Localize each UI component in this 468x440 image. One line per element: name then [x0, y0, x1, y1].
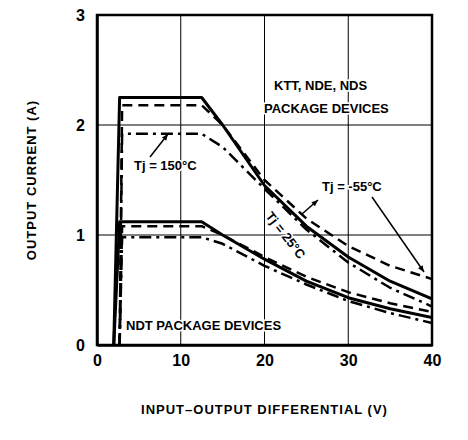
- series-group: [114, 98, 432, 346]
- annotation: KTT, NDE, NDS: [274, 78, 368, 93]
- tick: 0: [93, 345, 102, 369]
- axis-line: [98, 344, 433, 347]
- tick: 20: [256, 345, 274, 369]
- series-line: [120, 134, 432, 345]
- arrow-head: [418, 265, 424, 272]
- annotation: Tj = -55°C: [322, 179, 382, 194]
- series-line: [114, 98, 432, 346]
- tick: 0: [76, 337, 97, 354]
- tick-label: 10: [172, 352, 190, 369]
- tick: 2: [76, 117, 97, 134]
- pointer: [372, 197, 424, 272]
- tick-label: 2: [76, 117, 85, 134]
- series-line: [114, 222, 432, 345]
- annotation: PACKAGE DEVICES: [264, 101, 389, 116]
- annotation: Tj = 25°C: [263, 209, 309, 262]
- grid-line-y: [97, 125, 432, 126]
- x-axis-title: INPUT–OUTPUT DIFFERENTIAL (V): [141, 402, 388, 417]
- annotation: Tj = 150°C: [134, 158, 197, 173]
- grid: [97, 15, 432, 345]
- tick-label: 0: [93, 352, 102, 369]
- grid-line-x: [97, 15, 98, 345]
- tick-label: 20: [256, 352, 274, 369]
- tick: 30: [340, 345, 358, 369]
- annotation: NDT PACKAGE DEVICES: [126, 318, 281, 333]
- arrow-head: [311, 200, 318, 206]
- arrow-head: [162, 134, 168, 141]
- grid-line-y: [97, 235, 432, 236]
- plot-frame: [97, 15, 432, 345]
- annotations: KTT, NDE, NDS PACKAGE DEVICES Tj = 150°C Tj…: [126, 78, 389, 333]
- series-line: [120, 237, 432, 345]
- grid-line-x: [180, 15, 181, 345]
- tick-label: 3: [76, 7, 85, 24]
- pointer: [302, 200, 318, 214]
- series-line: [120, 105, 432, 345]
- y-axis: 0 1 2 3: [76, 7, 97, 354]
- axis-line: [96, 16, 99, 346]
- chart: 0 10 20 30 40 0 1 2 3 INPUT–OUTPUT DIFFERENTIAL (…: [0, 0, 468, 440]
- tick-label: 30: [340, 352, 358, 369]
- annotation-arrows: [150, 134, 424, 272]
- tick-label: 40: [424, 352, 442, 369]
- series-line: [120, 226, 432, 345]
- tick: 10: [172, 345, 190, 369]
- pointer: [150, 134, 168, 157]
- tick-label: 1: [76, 227, 85, 244]
- grid-line-y: [97, 345, 432, 346]
- tick: 3: [76, 7, 97, 24]
- y-axis-title: OUTPUT CURRENT (A): [24, 100, 39, 260]
- tick: 1: [76, 227, 97, 244]
- tick-label: 0: [76, 337, 85, 354]
- tick: 40: [424, 345, 442, 369]
- x-axis: 0 10 20 30 40: [93, 345, 441, 369]
